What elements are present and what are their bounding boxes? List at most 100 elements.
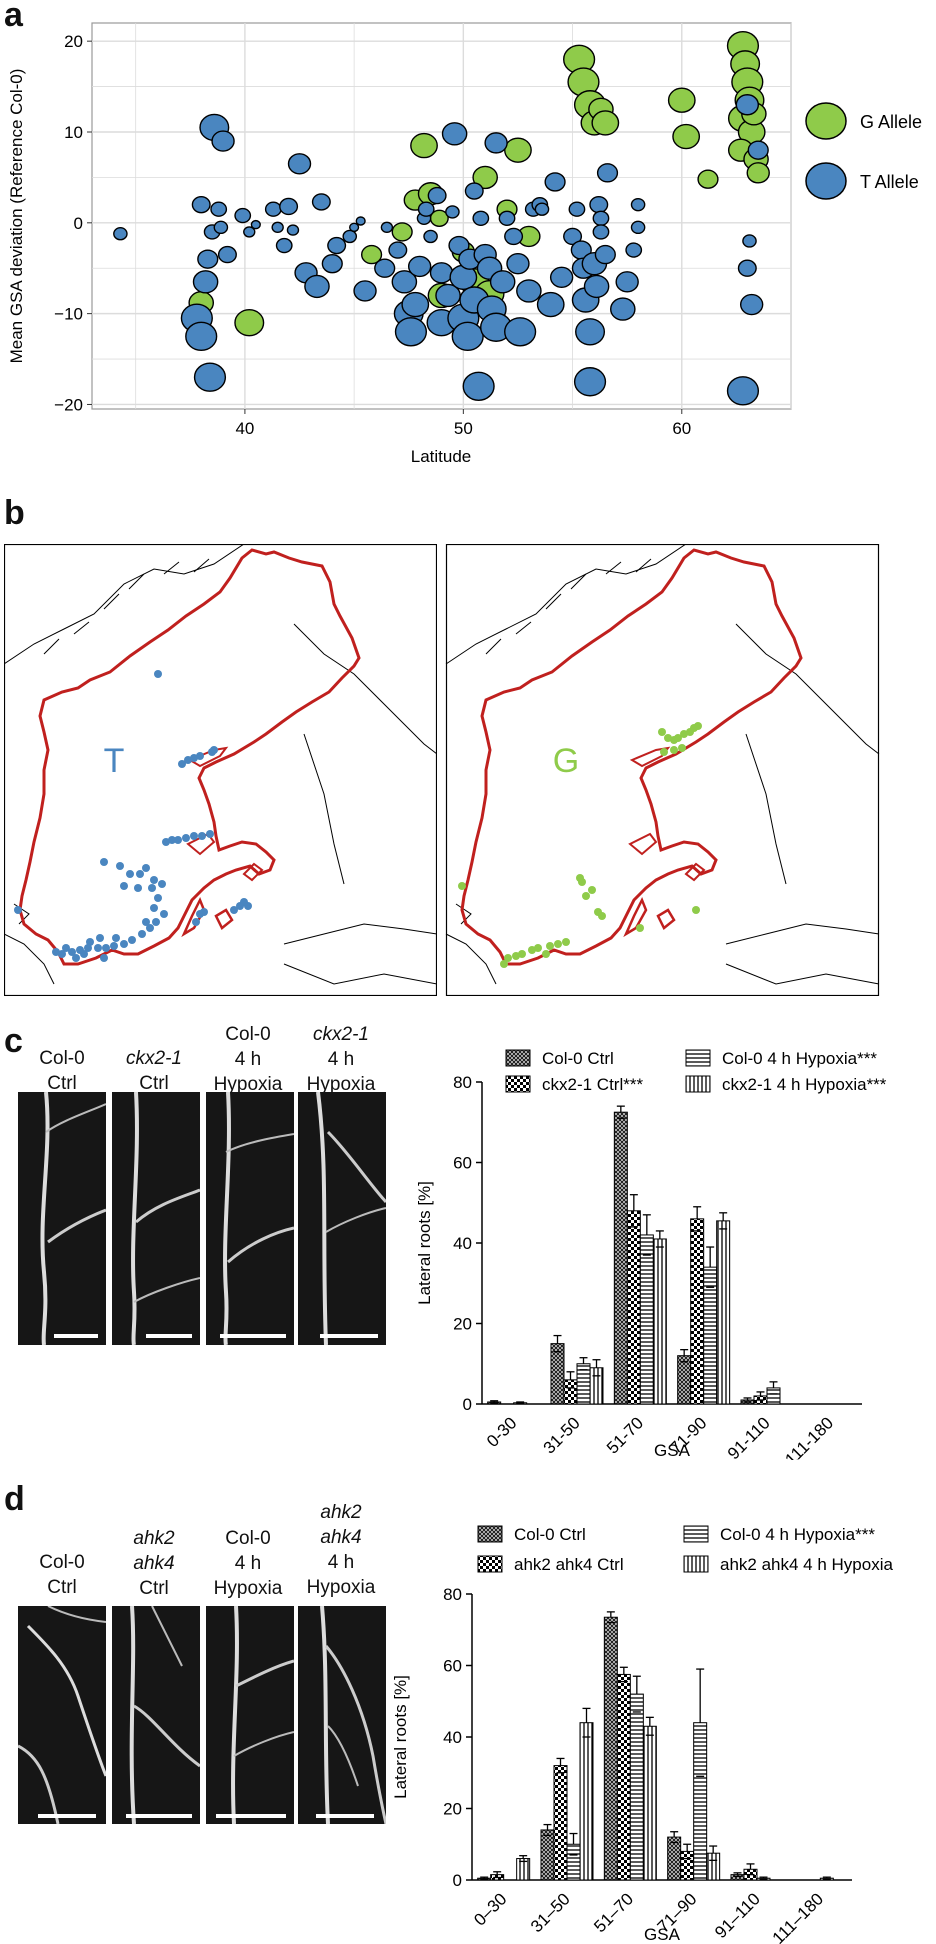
legend-swatch: [505, 1075, 531, 1093]
t-allele-point: [445, 205, 460, 219]
t-site-dot: [206, 830, 214, 838]
g-allele-point: [591, 110, 620, 136]
t-allele-point: [353, 280, 377, 302]
micro-d4-label: ahk2 ahk4 4 h Hypoxia: [296, 1500, 386, 1600]
micrograph-c4: [298, 1092, 386, 1345]
t-allele-point: [417, 201, 435, 217]
t-allele-point: [568, 201, 586, 217]
t-site-dot: [210, 746, 218, 754]
t-site-dot: [152, 918, 160, 926]
t-site-dot: [120, 940, 128, 948]
axes-a: 40 50 60 20 10 0 −10 −20: [54, 32, 691, 438]
g-site-dot: [512, 952, 520, 960]
label-line: 4 h: [327, 1049, 355, 1070]
t-site-dot: [120, 882, 128, 890]
g-site-dot: [692, 906, 700, 914]
sweden-border-right: [460, 548, 803, 966]
t-site-dot: [72, 954, 80, 962]
g-allele-point: [234, 309, 265, 337]
label-line: Col-0: [39, 1048, 85, 1069]
g-site-dot: [528, 946, 536, 954]
t-site-dot: [154, 894, 162, 902]
label-line: ckx2-1: [126, 1048, 182, 1069]
t-site-dot: [126, 870, 134, 878]
t-site-dot: [94, 944, 102, 952]
scale-bar: [38, 1814, 96, 1818]
label-line: ckx2-1: [313, 1024, 369, 1045]
bar: [706, 1852, 721, 1881]
t-allele-point: [747, 140, 769, 160]
t-allele-point: [563, 227, 583, 246]
t-site-dot: [62, 944, 70, 952]
t-allele-point: [451, 321, 484, 352]
y-tick-label: 60: [443, 1657, 462, 1676]
g-site-dot: [670, 746, 678, 754]
panel-c-letter: c: [4, 1022, 23, 1060]
y-tick-label: 20: [64, 32, 83, 51]
y-axis-label: Lateral roots [%]: [415, 1181, 434, 1305]
g-site-dot: [542, 950, 550, 958]
t-allele-point: [113, 227, 128, 241]
t-allele-sites: [14, 670, 252, 962]
t-allele-point: [504, 227, 524, 246]
g-site-dot: [678, 744, 686, 752]
t-site-dot: [158, 880, 166, 888]
label-line: ahk4: [320, 1527, 362, 1548]
g-site-dot: [500, 960, 508, 968]
x-tick-label: 51-70: [603, 1413, 647, 1457]
coastline-right: [445, 544, 880, 985]
bar: [616, 1673, 631, 1881]
legend-swatch: [685, 1075, 711, 1093]
t-allele-point: [286, 224, 300, 236]
micro-c2-label: ckx2-1 Ctrl: [112, 1046, 196, 1096]
micro-d3-label: Col-0 4 h Hypoxia: [203, 1526, 293, 1601]
t-allele-point: [407, 255, 432, 278]
t-site-dot: [136, 870, 144, 878]
t-allele-point: [589, 195, 609, 214]
legend-label: Col-0 4 h Hypoxia***: [722, 1049, 877, 1068]
t-allele-point: [596, 163, 619, 183]
x-tick-label: 51–70: [590, 1889, 637, 1936]
panel-d-letter: d: [4, 1480, 25, 1518]
bar: [680, 1850, 695, 1881]
bar: [652, 1238, 667, 1405]
y-tick-label: −10: [54, 305, 83, 324]
y-tick-label: 40: [453, 1234, 472, 1253]
t-allele-point: [311, 193, 331, 211]
micro-c4-label: ckx2-1 4 h Hypoxia: [296, 1022, 386, 1097]
micrograph-c2: [112, 1092, 200, 1345]
map-g-allele: G: [445, 544, 880, 996]
sweden-border-left: [18, 548, 361, 966]
micro-c1-label: Col-0 Ctrl: [20, 1046, 104, 1096]
bar: [730, 1874, 745, 1881]
bar: [629, 1693, 644, 1881]
legend-label: Col-0 4 h Hypoxia***: [720, 1525, 875, 1544]
label-line: Col-0: [225, 1528, 271, 1549]
label-line: ahk2: [320, 1502, 362, 1523]
label-line: ahk2: [133, 1528, 175, 1549]
g-allele-point: [672, 123, 701, 150]
map-label-g: G: [553, 742, 579, 780]
t-allele-point: [504, 317, 537, 347]
t-allele-point: [192, 270, 219, 294]
t-site-dot: [198, 832, 206, 840]
t-allele-point: [489, 270, 516, 294]
t-site-dot: [142, 864, 150, 872]
label-line: Ctrl: [139, 1073, 169, 1094]
t-allele-point: [592, 210, 610, 226]
g-allele-point: [504, 137, 532, 163]
g-site-dot: [636, 924, 644, 932]
t-allele-point: [349, 222, 360, 233]
t-site-dot: [174, 836, 182, 844]
t-site-dot: [128, 936, 136, 944]
t-site-dot: [182, 834, 190, 842]
x-tick-label: 31-50: [540, 1413, 584, 1457]
y-tick-label: −20: [54, 395, 83, 414]
bar: [579, 1722, 594, 1881]
t-allele-point: [423, 229, 438, 244]
bar-chart-c: Col-0 Ctrl ckx2-1 Ctrl*** Col-0 4 h Hypoxi…: [415, 1049, 887, 1460]
t-allele-point: [573, 367, 607, 397]
x-tick-label: 31–50: [527, 1889, 574, 1936]
t-allele-point: [726, 376, 760, 406]
scale-bar: [54, 1334, 98, 1338]
